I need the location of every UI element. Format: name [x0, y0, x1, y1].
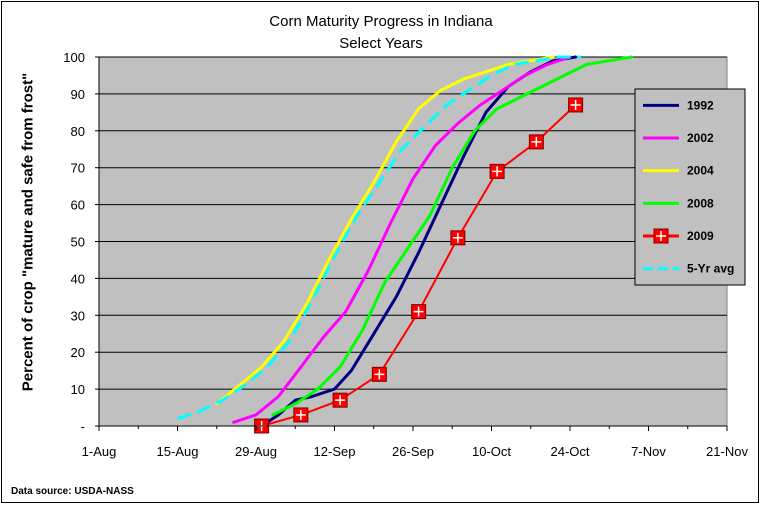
- y-tick-label: 10: [71, 382, 85, 397]
- data-source: Data source: USDA-NASS: [11, 486, 134, 497]
- data-point: [332, 392, 348, 408]
- legend-label: 2004: [687, 164, 714, 178]
- chart-title: Corn Maturity Progress in Indiana: [269, 13, 493, 30]
- y-tick-label: 80: [71, 124, 85, 139]
- data-point: [371, 366, 387, 382]
- legend-label: 2002: [687, 131, 714, 145]
- x-tick-label: 7-Nov: [631, 444, 666, 459]
- data-point: [489, 163, 505, 179]
- legend-label: 2009: [687, 229, 714, 243]
- legend-label: 1992: [687, 98, 714, 112]
- data-point: [293, 407, 309, 423]
- series-line: [232, 55, 572, 424]
- x-tick-label: 1-Aug: [82, 444, 117, 459]
- legend-entry: 2002: [643, 131, 714, 145]
- y-tick-label: 60: [71, 198, 85, 213]
- legend-entry: 1992: [643, 98, 714, 112]
- data-point: [528, 134, 544, 150]
- y-tick-label: 50: [71, 235, 85, 250]
- x-tick-label: 10-Oct: [472, 444, 511, 459]
- legend-entry: 2004: [643, 164, 714, 178]
- x-tick-label: 12-Sep: [314, 444, 356, 459]
- legend-entry: 2009: [643, 228, 714, 244]
- series-line: [271, 55, 634, 417]
- y-tick-label: 30: [71, 308, 85, 323]
- x-tick-label: 24-Oct: [550, 444, 589, 459]
- series-2009: [254, 97, 584, 434]
- x-tick-label: 15-Aug: [157, 444, 199, 459]
- legend-entry: 5-Yr avg: [643, 262, 734, 276]
- series-5-yr-avg: [177, 55, 582, 421]
- data-point: [568, 97, 584, 113]
- y-tick-label: 70: [71, 161, 85, 176]
- y-tick-label: 20: [71, 345, 85, 360]
- series-line: [215, 55, 555, 406]
- y-tick-label: 100: [63, 50, 85, 65]
- y-tick-label: -: [81, 419, 85, 434]
- series-2002: [232, 55, 572, 424]
- y-tick-label: 90: [71, 87, 85, 102]
- x-tick-label: 26-Sep: [392, 444, 434, 459]
- x-tick-label: 29-Aug: [235, 444, 277, 459]
- legend: [634, 88, 746, 286]
- y-tick-label: 40: [71, 271, 85, 286]
- legend-label: 5-Yr avg: [687, 262, 734, 276]
- series-2008: [271, 55, 634, 417]
- series-line: [177, 55, 582, 421]
- x-tick-label: 21-Nov: [706, 444, 748, 459]
- legend-entry: 2008: [643, 196, 714, 210]
- series-2004: [215, 55, 555, 406]
- data-point: [411, 304, 427, 320]
- data-point: [450, 230, 466, 246]
- legend-label: 2008: [687, 196, 714, 210]
- chart-subtitle: Select Years: [339, 35, 423, 52]
